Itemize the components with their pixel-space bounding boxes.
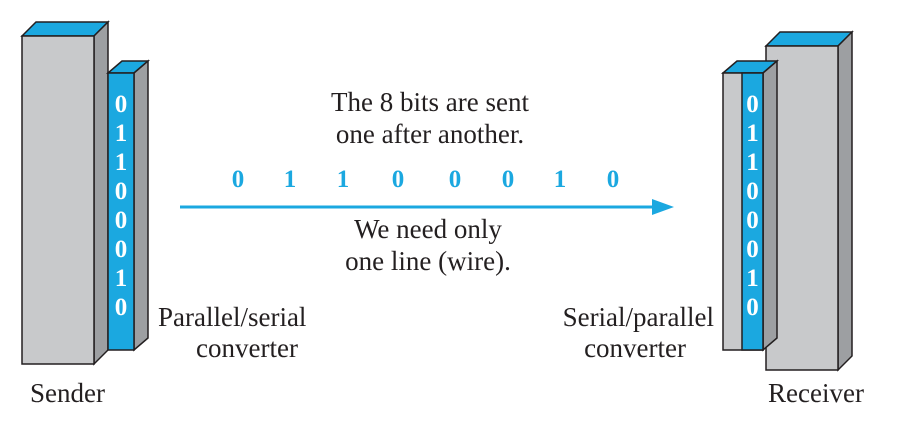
sender-register-bit: 0 (115, 91, 128, 118)
serial-line-group: The 8 bits are sent one after another. 0… (180, 87, 674, 276)
sender-label: Sender (30, 378, 105, 408)
receiver-register-bit: 0 (746, 207, 759, 234)
sender-converter-label-line1: Parallel/serial (158, 302, 306, 332)
stream-bit: 0 (607, 166, 620, 193)
stream-bit: 0 (392, 166, 405, 193)
serial-bit-stream: 0 1 1 0 0 0 1 0 (232, 166, 620, 193)
sender-converter-register: 0 1 1 0 0 0 1 0 (105, 59, 151, 352)
serial-line-arrow (180, 199, 674, 215)
sender-register-bit: 1 (115, 265, 128, 292)
sender-register-bit: 1 (115, 149, 128, 176)
receiver-register-bit: 0 (746, 178, 759, 205)
sender-register-bit: 0 (115, 178, 128, 205)
receiver-register-bit: 1 (746, 149, 759, 176)
sender-register-bit: 0 (115, 207, 128, 234)
caption-top-line2: one after another. (336, 119, 524, 149)
stream-bit: 1 (337, 166, 350, 193)
receiver-register-bit: 1 (746, 120, 759, 147)
receiver-converter-register: 0 1 1 0 0 0 1 0 (720, 59, 780, 352)
caption-top-line1: The 8 bits are sent (331, 87, 529, 117)
stream-bit: 0 (502, 166, 515, 193)
caption-bottom-line1: We need only (354, 214, 502, 244)
receiver-register-bit: 0 (746, 236, 759, 263)
sender-register-bit: 0 (115, 294, 128, 321)
receiver-register-bit: 0 (746, 91, 759, 118)
receiver-converter-label-line2: converter (584, 333, 686, 363)
sender-converter-label-line2: converter (196, 333, 298, 363)
sender-register-bit: 0 (115, 236, 128, 263)
sender-unit: 0 1 1 0 0 0 1 0 Sender Parallel/serial c… (20, 20, 306, 408)
sender-box (20, 20, 110, 366)
stream-bit: 0 (232, 166, 245, 193)
receiver-unit: 0 1 1 0 0 0 1 0 Receiver Serial/parallel… (563, 30, 864, 408)
receiver-box (764, 30, 854, 372)
stream-bit: 0 (449, 166, 462, 193)
receiver-register-bit: 1 (746, 265, 759, 292)
receiver-converter-label-line1: Serial/parallel (563, 302, 714, 332)
receiver-label: Receiver (768, 378, 864, 408)
stream-bit: 1 (284, 166, 297, 193)
sender-register-bit: 1 (115, 120, 128, 147)
receiver-register-bit: 0 (746, 294, 759, 321)
caption-bottom-line2: one line (wire). (345, 246, 511, 276)
stream-bit: 1 (554, 166, 567, 193)
